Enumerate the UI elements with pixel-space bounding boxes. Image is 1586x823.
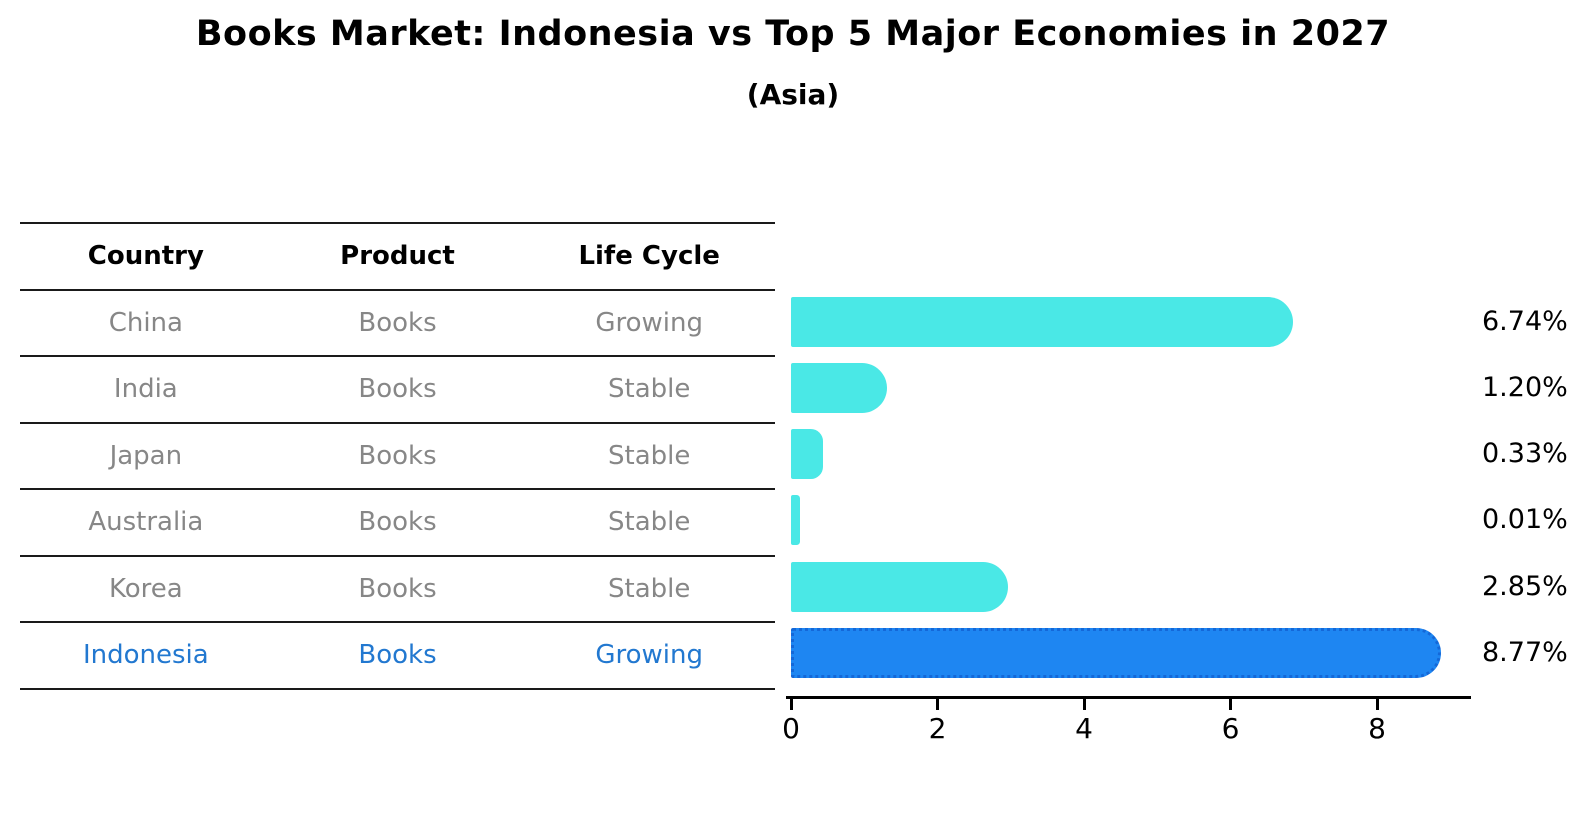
bar-korea — [791, 561, 1008, 612]
cell-country: India — [113, 374, 178, 405]
x-tick-label-0: 0 — [782, 712, 800, 745]
x-tick-label-2: 2 — [928, 712, 947, 745]
cell-country: Korea — [108, 573, 183, 604]
cell-country: Indonesia — [82, 640, 209, 671]
cell-life-cycle: Stable — [608, 440, 691, 471]
column-header-1: Product — [340, 241, 455, 272]
cell-life-cycle: Stable — [608, 573, 691, 604]
column-header-2: Life Cycle — [578, 241, 720, 272]
table-row-korea: Korea Books Stable — [20, 554, 775, 622]
chart-title: Books Market: Indonesia vs Top 5 Major E… — [195, 14, 1391, 54]
x-tick-label-4: 4 — [1075, 712, 1093, 745]
x-tick-0 — [789, 699, 793, 710]
cell-life-cycle: Stable — [608, 374, 691, 405]
cell-product: Books — [358, 507, 437, 538]
bar-india — [791, 362, 887, 413]
value-label-japan: 0.33% — [1482, 438, 1568, 470]
table-row-indonesia: Indonesia Books Growing — [20, 621, 775, 688]
cell-product: Books — [358, 640, 437, 671]
bar-australia — [791, 495, 800, 546]
value-label-korea: 2.85% — [1482, 570, 1568, 602]
x-tick-2 — [936, 699, 939, 710]
table-row-australia: Australia Books Stable — [20, 488, 775, 555]
x-tick-6 — [1229, 699, 1232, 710]
cell-product: Books — [358, 440, 437, 471]
cell-product: Books — [358, 374, 437, 405]
bar-japan — [791, 429, 824, 480]
chart-subtitle: (Asia) — [746, 78, 840, 111]
table-header-row: Country Product Life Cycle — [20, 222, 775, 289]
bar-china — [791, 296, 1293, 347]
x-tick-4 — [1082, 699, 1086, 710]
cell-life-cycle: Growing — [595, 640, 703, 671]
table-row-india: India Books Stable — [20, 355, 775, 422]
table-row-china: China Books Growing — [20, 288, 775, 356]
cell-life-cycle: Growing — [595, 307, 703, 338]
cell-life-cycle: Stable — [608, 507, 691, 538]
cell-country: Australia — [88, 507, 204, 538]
country-table: Country Product Life Cycle China Books Growin… — [20, 222, 775, 690]
cell-product: Books — [358, 573, 437, 604]
table-row-japan: Japan Books Stable — [20, 421, 775, 489]
x-tick-label-8: 8 — [1368, 712, 1386, 745]
x-tick-label-6: 6 — [1221, 712, 1240, 745]
x-tick-8 — [1375, 699, 1379, 710]
value-label-china: 6.74% — [1482, 305, 1568, 337]
x-axis-line — [786, 696, 1471, 699]
cell-country: Japan — [109, 440, 183, 471]
cell-product: Books — [358, 307, 437, 338]
value-label-indonesia: 8.77% — [1482, 637, 1568, 668]
column-header-0: Country — [87, 241, 204, 272]
cell-country: China — [108, 307, 183, 338]
value-label-australia: 0.01% — [1482, 504, 1568, 536]
value-label-india: 1.20% — [1482, 371, 1568, 403]
bar-indonesia — [791, 628, 1442, 678]
